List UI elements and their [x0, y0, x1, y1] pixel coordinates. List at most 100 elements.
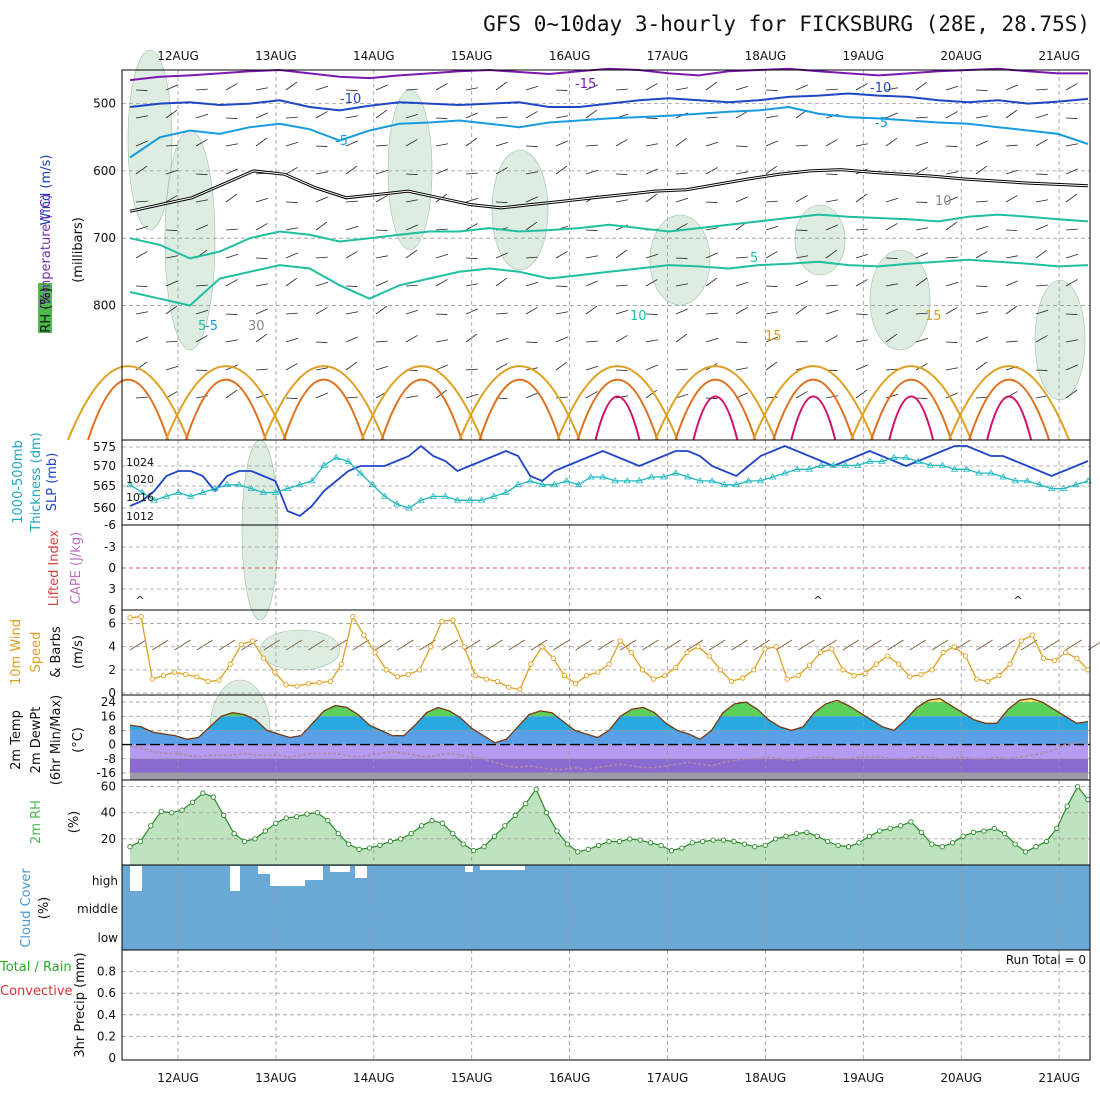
wind-barb [555, 140, 568, 147]
wind-barb [435, 339, 449, 343]
rh-point [533, 786, 539, 792]
thickness-point [987, 469, 995, 476]
wind-barb [945, 196, 958, 203]
temp-tick: -16 [96, 766, 116, 780]
wind-barb [1005, 109, 1018, 119]
wind-speed-point [907, 674, 913, 680]
thickness-point [744, 477, 753, 484]
rh-point [897, 823, 904, 829]
wind-barb-10m [864, 639, 882, 651]
ylabel-pct: (%) [67, 811, 82, 834]
wind-barb [225, 228, 238, 231]
wind-barb [555, 336, 568, 343]
cape-tick: 0 [108, 561, 116, 575]
thickness-tick: 565 [93, 479, 116, 493]
wind-barb [285, 397, 298, 399]
rh-point [700, 838, 706, 845]
wind-barb-10m [642, 639, 659, 651]
wind-speed-point [205, 678, 211, 685]
wind-barb [915, 312, 928, 315]
wind-barb [495, 141, 509, 147]
wind-barb [765, 165, 778, 175]
wind-barb [525, 392, 538, 399]
rh-tick: 40 [101, 806, 116, 820]
rh-point [429, 817, 435, 824]
ylabel-rh2m: 2m RH [29, 800, 44, 844]
contour-label: -15 [575, 77, 596, 92]
ylabel-precip: 3hr Precip (mm) [73, 952, 88, 1057]
wind-barb [735, 256, 748, 259]
warm-isotherm-arch [87, 378, 169, 441]
wind-barb [315, 256, 328, 259]
wind-barb [495, 363, 508, 371]
rh-point [1074, 783, 1081, 790]
wind-barb [975, 200, 988, 203]
wind-barb [585, 391, 598, 399]
thickness-point [781, 469, 789, 476]
wind-barb-10m [218, 639, 236, 651]
wind-barb [405, 113, 419, 119]
wind-barb [465, 197, 479, 203]
thickness-point [611, 477, 619, 484]
wind-barb [315, 111, 328, 119]
thickness-point [526, 477, 534, 484]
wind-barb [765, 251, 778, 259]
wind-barb [975, 251, 988, 259]
wind-speed-point [149, 676, 155, 682]
rh-point [189, 799, 196, 805]
rh-point [825, 838, 831, 845]
contour-label: 10 [935, 194, 952, 209]
wind-barb [375, 365, 389, 371]
wind-barb-10m [842, 639, 860, 651]
wind-barb [885, 87, 899, 91]
wind-speed-point [394, 674, 400, 680]
wind-barb [1005, 229, 1018, 231]
wind-barb [855, 193, 868, 203]
rh-point [231, 830, 237, 837]
rh-shading [164, 129, 216, 351]
date-label-top: 20AUG [940, 49, 982, 63]
thickness-tick: 570 [93, 459, 116, 473]
wind-barb [885, 333, 898, 343]
rh-point [762, 842, 768, 849]
warm-isotherm-arch [380, 378, 463, 441]
rh-point [689, 840, 695, 846]
wind-barb [945, 392, 958, 399]
wind-barb [915, 252, 928, 259]
wind-barb [195, 369, 208, 371]
wind-barb [315, 281, 329, 287]
wind-speed-point [572, 681, 579, 687]
rh-point [866, 833, 872, 839]
wind-speed-point [528, 661, 534, 667]
wind-barb [1035, 369, 1048, 371]
wind-barb [1035, 395, 1049, 399]
wind-barb [375, 280, 388, 287]
wind-barb [345, 115, 359, 119]
thickness-point [769, 473, 777, 480]
wind-barb [555, 251, 568, 259]
wind-barb [855, 313, 868, 315]
rh-point [918, 829, 925, 835]
thickness-point [720, 480, 728, 488]
ylabel-slp: SLP (mb) [45, 453, 60, 512]
wind-speed-point [773, 644, 779, 650]
wind-barb [1005, 280, 1018, 287]
rh-tick: 20 [101, 832, 116, 846]
wind-speed-point [138, 613, 144, 620]
wind-speed-point [361, 632, 367, 638]
wind-barb [765, 396, 778, 399]
wind-speed-point [428, 644, 434, 650]
wind-barb [825, 395, 839, 399]
temp-tick: -8 [104, 752, 116, 766]
wind-speed-point [194, 674, 200, 680]
wind-barb [765, 285, 778, 287]
isotherm-line [129, 213, 1089, 260]
wind-barb [735, 307, 748, 315]
wind-barb [135, 311, 149, 315]
wind-barb [675, 368, 688, 371]
date-label-bottom: 20AUG [940, 1071, 982, 1085]
wind-barb [825, 284, 838, 287]
wind-speed-point [283, 682, 289, 688]
rh-point [908, 819, 914, 825]
